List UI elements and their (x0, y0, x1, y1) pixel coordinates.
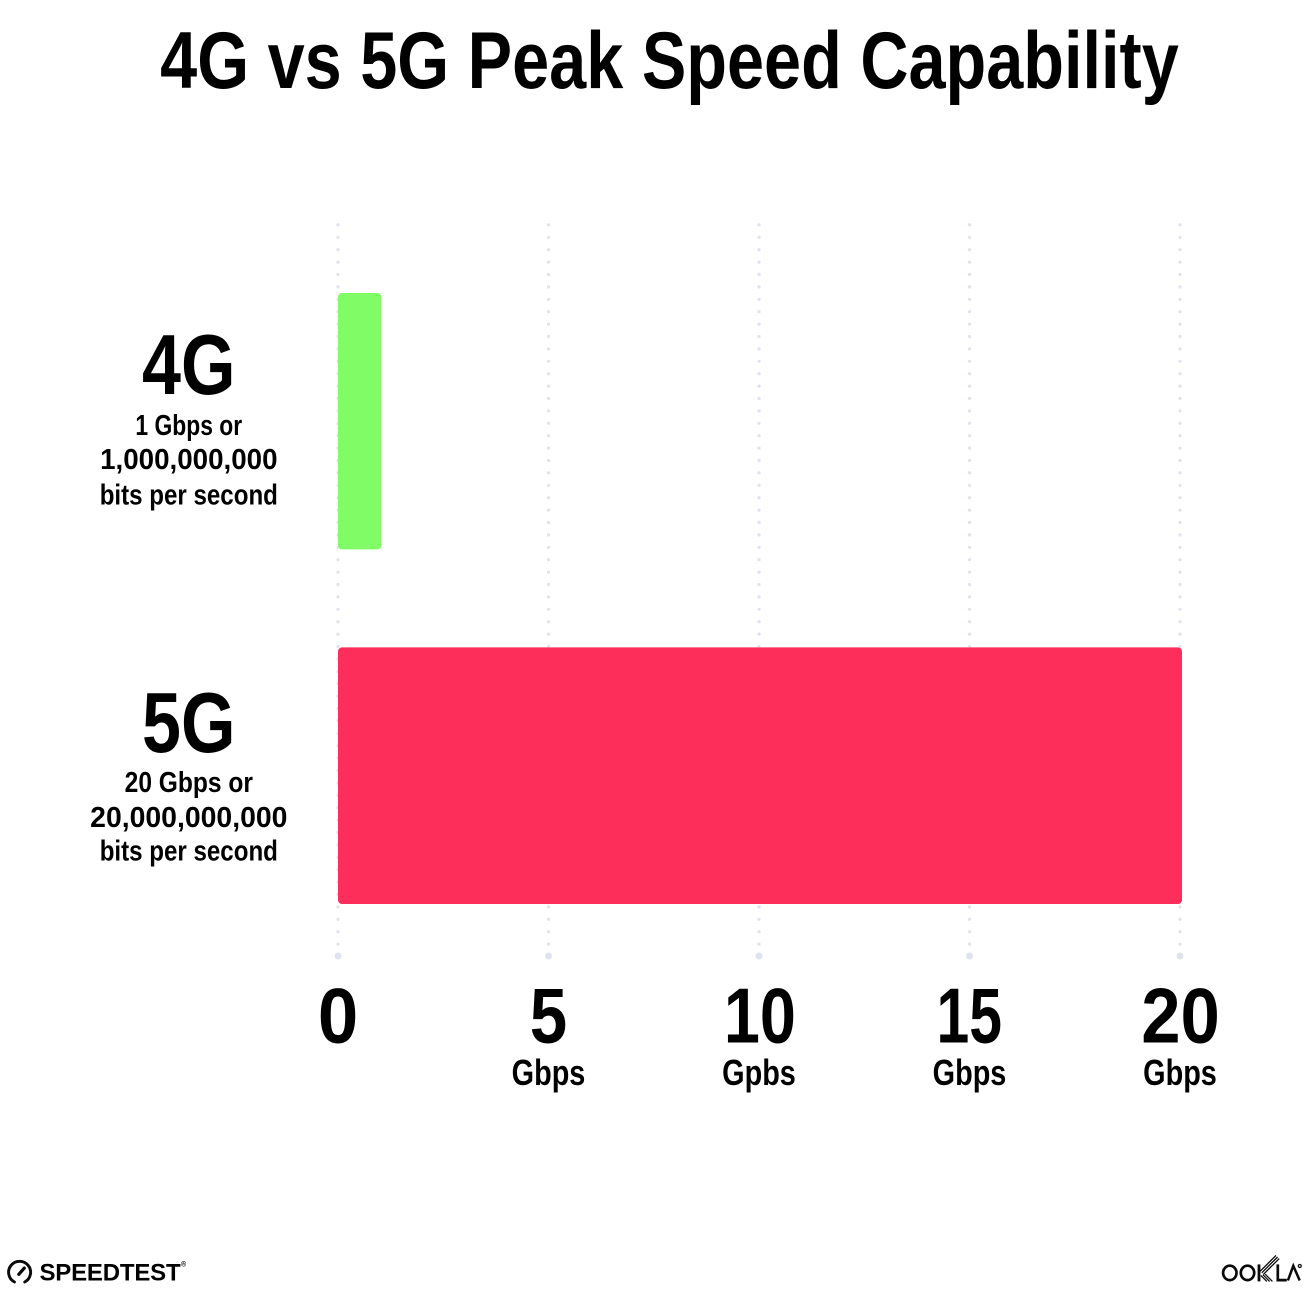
svg-text:Gbps: Gbps (512, 1052, 586, 1093)
svg-text:4G vs 5G Peak Speed Capability: 4G vs 5G Peak Speed Capability (160, 15, 1179, 106)
svg-text:10: 10 (724, 973, 796, 1060)
svg-text:1 Gbps or: 1 Gbps or (135, 409, 242, 442)
svg-text:Gpbs: Gpbs (722, 1052, 796, 1093)
svg-text:Gbps: Gbps (933, 1052, 1007, 1093)
svg-text:Gbps: Gbps (1143, 1052, 1217, 1093)
svg-text:15: 15 (936, 971, 1001, 1059)
svg-text:5: 5 (530, 973, 567, 1060)
svg-text:®: ® (181, 1261, 187, 1269)
svg-text:20,000,000,000: 20,000,000,000 (90, 802, 287, 834)
svg-text:20 Gbps or: 20 Gbps or (125, 766, 254, 798)
svg-text:20: 20 (1141, 972, 1220, 1059)
svg-text:4G: 4G (142, 316, 236, 412)
svg-text:5G: 5G (142, 674, 236, 770)
svg-text:bits per second: bits per second (100, 834, 278, 867)
svg-text:bits per second: bits per second (100, 478, 278, 511)
svg-text:SPEEDTEST: SPEEDTEST (40, 1260, 181, 1287)
svg-text:0: 0 (318, 972, 358, 1059)
svg-text:1,000,000,000: 1,000,000,000 (100, 443, 277, 476)
